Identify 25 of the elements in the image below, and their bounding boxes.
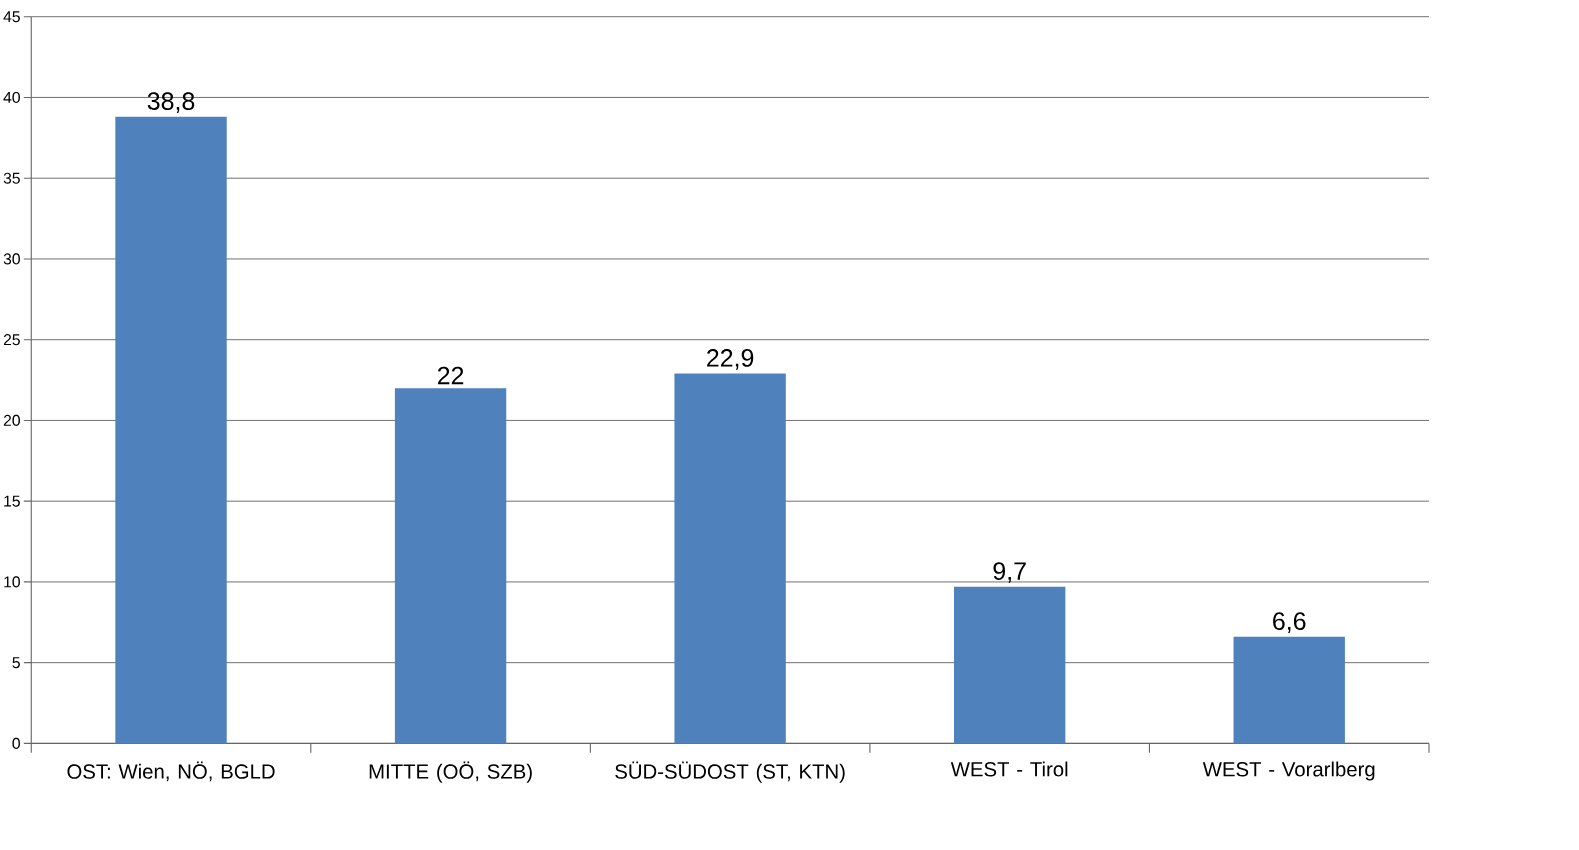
y-tick-label: 45 xyxy=(3,11,20,23)
y-tick-label: 10 xyxy=(4,576,20,588)
y-tick-label: 5 xyxy=(12,657,20,669)
data-label: 22,9 xyxy=(707,349,754,370)
y-tick-label: 15 xyxy=(4,495,20,507)
y-tick-label: 30 xyxy=(3,253,20,265)
bar xyxy=(953,586,1066,744)
x-tick-label: WEST - Vorarlberg xyxy=(1202,761,1375,781)
bar xyxy=(1233,636,1345,744)
y-tick-label: 0 xyxy=(12,737,20,749)
data-label: 9,7 xyxy=(993,562,1026,583)
x-tick-label: OST: Wien, NÖ, BGLD xyxy=(67,761,275,782)
data-label: 6,6 xyxy=(1273,612,1306,633)
x-tick-label: WEST - Tirol xyxy=(950,761,1068,777)
y-tick-label: 35 xyxy=(3,172,20,184)
bar xyxy=(394,388,507,744)
y-tick-label: 20 xyxy=(3,414,20,426)
data-label: 22 xyxy=(437,366,464,385)
x-tick-label: SÜD-SÜDOST (ST, KTN) xyxy=(615,761,845,783)
x-tick-label: MITTE (OÖ, SZB) xyxy=(369,761,532,783)
data-label: 38,8 xyxy=(147,92,195,113)
y-tick-label: 40 xyxy=(3,91,20,103)
y-tick-label: 25 xyxy=(3,334,20,346)
bar xyxy=(115,116,227,744)
bar xyxy=(674,373,786,744)
